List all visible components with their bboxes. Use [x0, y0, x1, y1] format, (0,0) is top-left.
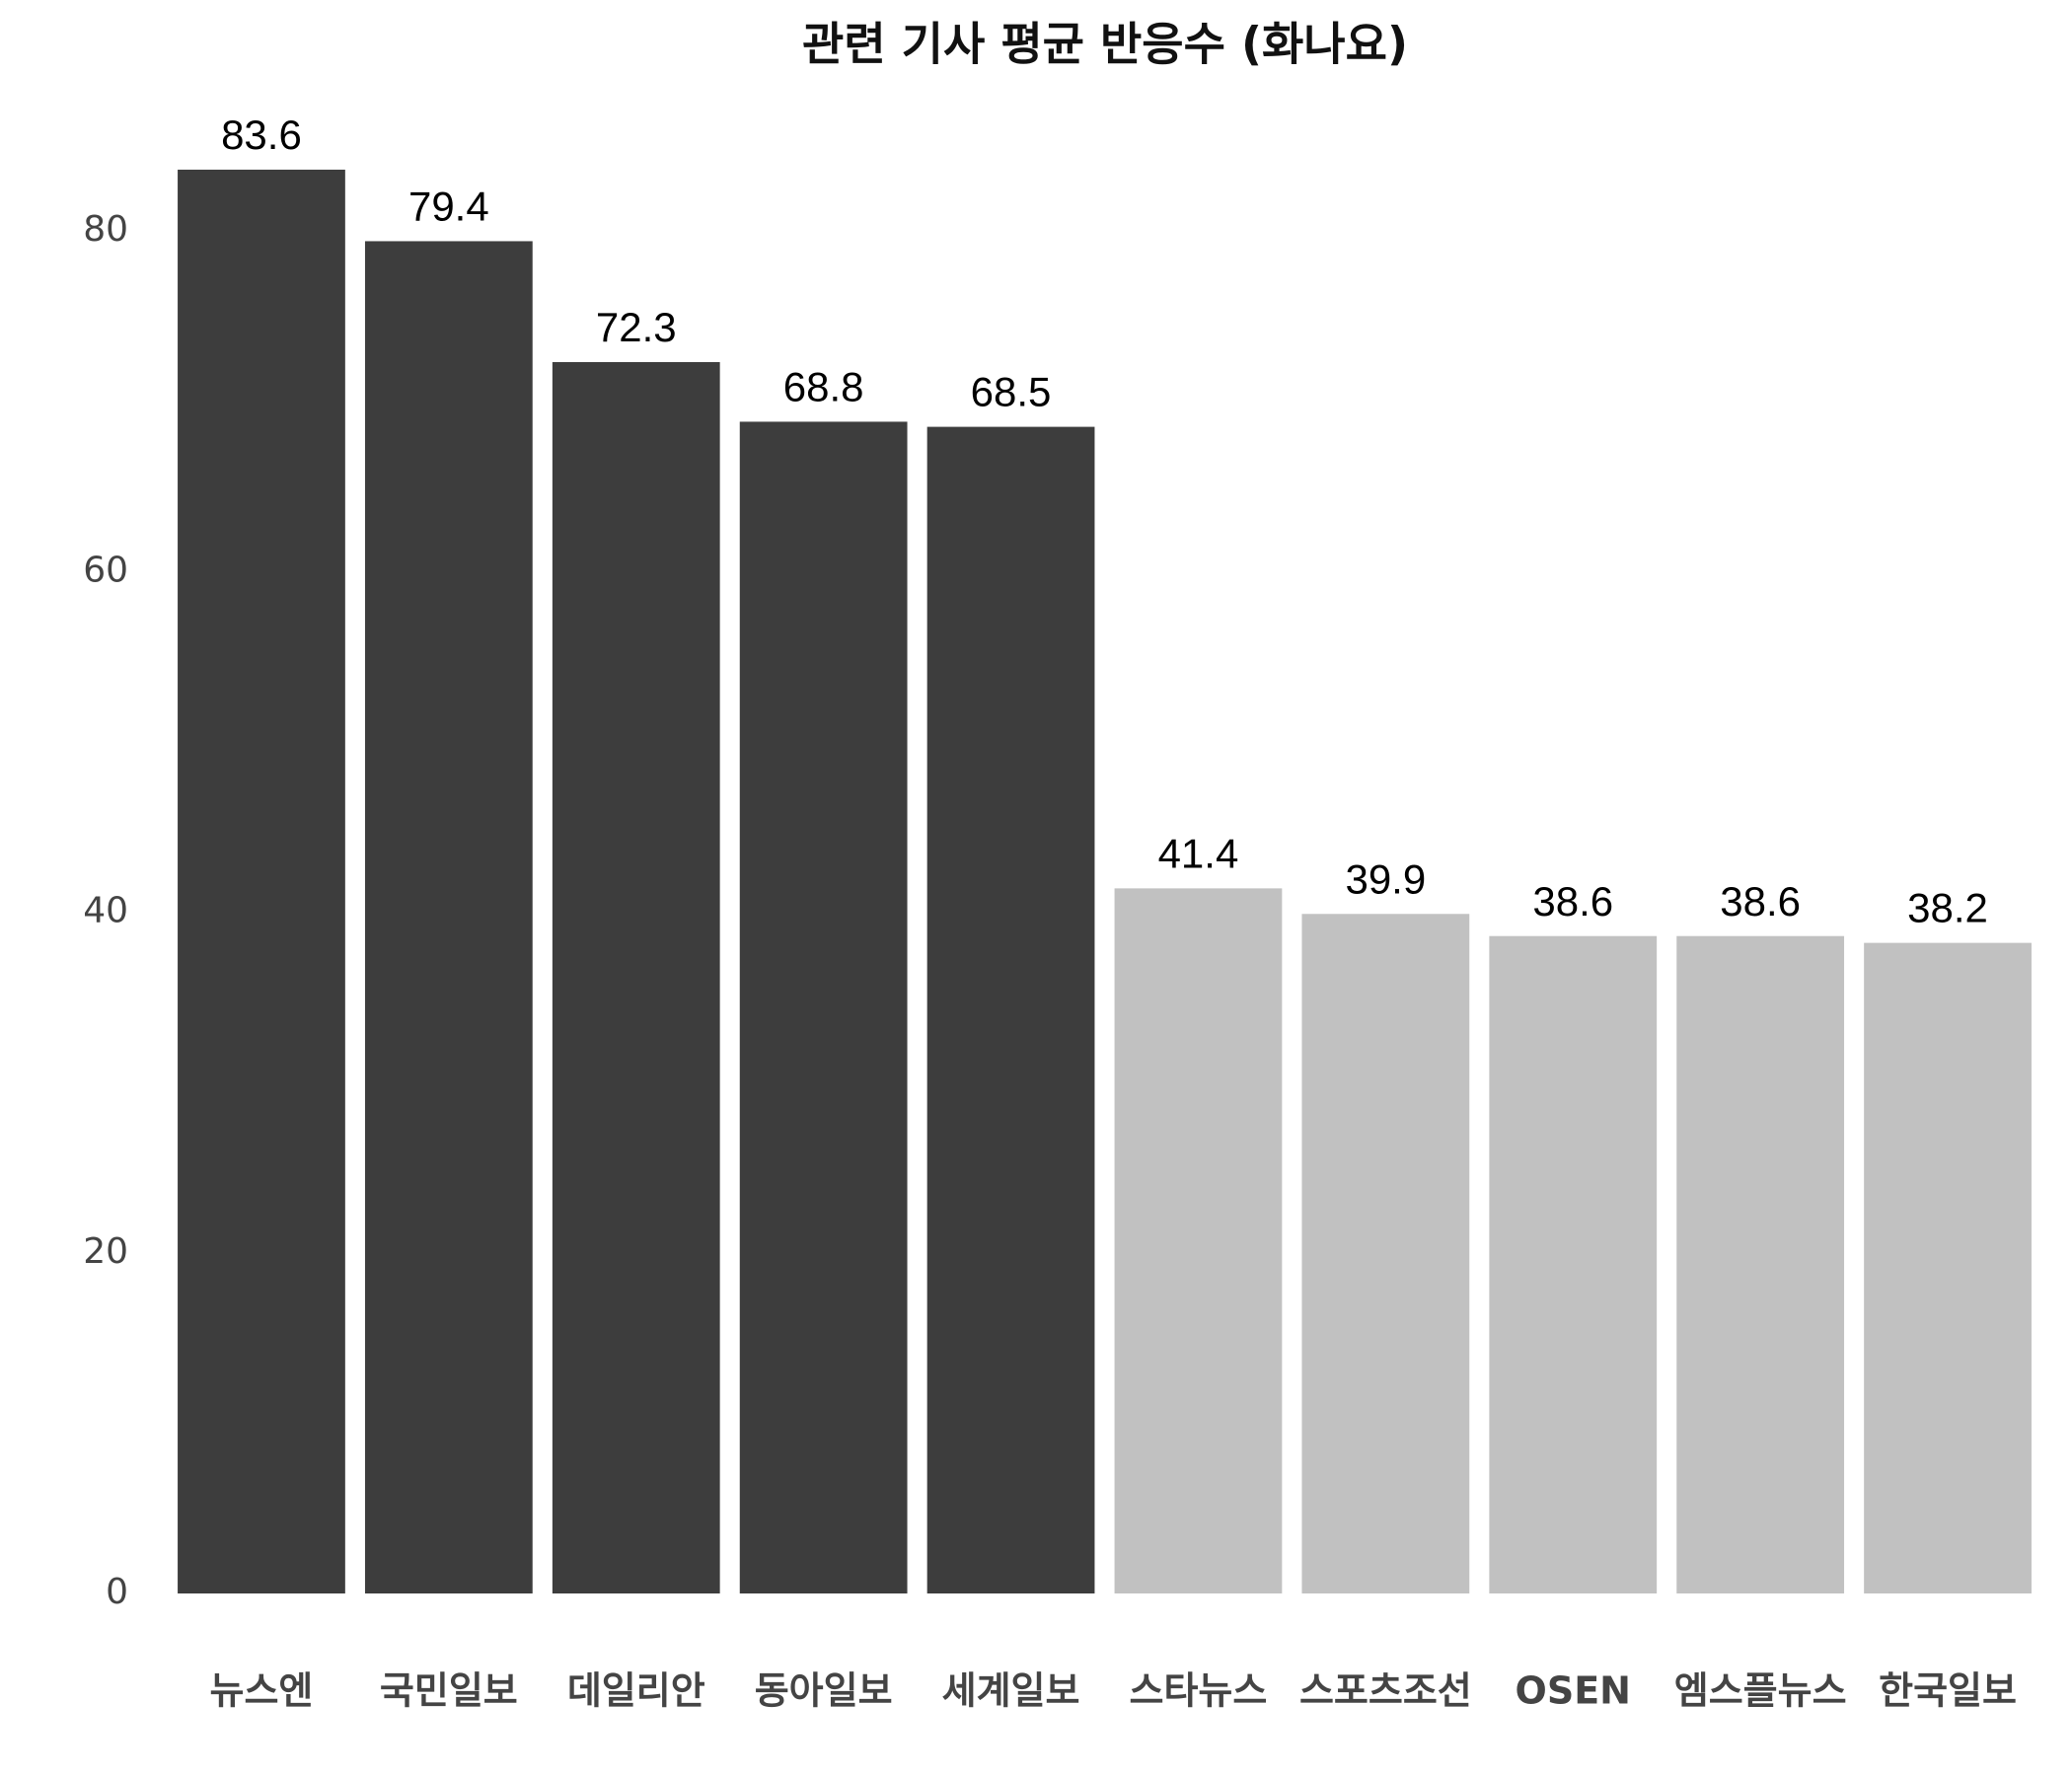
y-tick-label: 40 [83, 891, 128, 931]
bar [1114, 888, 1283, 1593]
value-label: 38.2 [1907, 885, 1988, 931]
y-tick-label: 60 [83, 550, 128, 590]
y-tick-label: 0 [106, 1572, 128, 1612]
bar [1489, 935, 1658, 1593]
x-tick-label: 한국일보 [1879, 1669, 2017, 1713]
bar [1676, 935, 1845, 1593]
x-tick-label: OSEN [1516, 1669, 1631, 1713]
bar [364, 241, 533, 1593]
x-tick-label: 스타뉴스 [1130, 1669, 1268, 1713]
value-label: 68.8 [783, 364, 864, 410]
x-tick-label: 세계일보 [942, 1669, 1080, 1713]
x-tick-label: 데일리안 [567, 1669, 705, 1713]
x-tick-label: 뉴스엔 [210, 1669, 314, 1713]
x-tick-label: 스포츠조선 [1299, 1669, 1472, 1713]
bar [739, 421, 908, 1593]
value-label: 72.3 [596, 304, 677, 350]
y-tick-label: 80 [83, 209, 128, 250]
value-label: 38.6 [1532, 878, 1613, 925]
value-label: 79.4 [408, 184, 489, 230]
value-label: 41.4 [1158, 830, 1239, 876]
value-label: 68.5 [971, 369, 1052, 415]
value-label: 39.9 [1345, 855, 1426, 902]
value-label: 83.6 [221, 111, 302, 158]
x-tick-label: 동아일보 [755, 1669, 893, 1713]
chart-title: 관련 기사 평균 반응수 (화나요) [802, 18, 1408, 71]
bar [552, 362, 720, 1593]
x-tick-label: 엠스플뉴스 [1674, 1669, 1847, 1713]
bar [178, 169, 345, 1594]
x-tick-label: 국민일보 [380, 1669, 518, 1713]
bar [1864, 942, 2032, 1593]
value-label: 38.6 [1720, 878, 1801, 925]
bar [1301, 914, 1470, 1593]
bar [926, 426, 1095, 1594]
y-tick-label: 20 [83, 1231, 128, 1272]
